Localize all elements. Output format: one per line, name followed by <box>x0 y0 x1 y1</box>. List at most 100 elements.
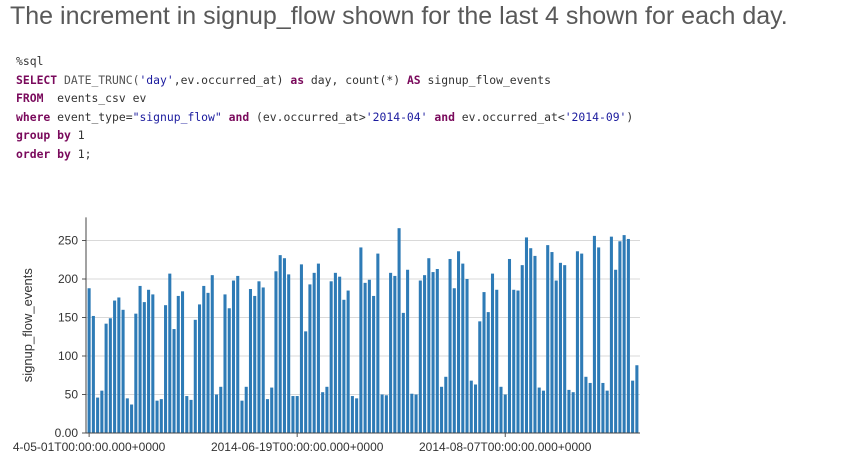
chart-bar <box>495 289 499 433</box>
chart-bar <box>338 276 342 433</box>
chart-bar <box>104 323 108 433</box>
chart-bar <box>333 272 337 433</box>
x-tick-label: 4-05-01T00:00:00.000+0000 <box>13 440 166 454</box>
y-tick-label: 50 <box>65 388 79 402</box>
chart-bar <box>223 294 227 433</box>
chart-bar <box>499 386 503 433</box>
chart-bar <box>626 238 630 433</box>
chart-bar <box>410 393 414 433</box>
sql-text: events_csv ev <box>43 91 147 106</box>
sql-keyword-where: where <box>16 109 51 124</box>
chart-bar <box>401 312 405 433</box>
chart-bar <box>461 263 465 433</box>
sql-text: signup_flow_events <box>420 72 551 87</box>
chart-bar <box>350 396 354 433</box>
sql-magic-line: %sql <box>16 54 44 68</box>
chart-bar <box>452 288 456 433</box>
chart-bar <box>435 268 439 433</box>
chart-bar <box>359 247 363 433</box>
sql-text: day, count(*) <box>304 72 407 87</box>
chart-bar <box>533 255 537 433</box>
chart-bar <box>346 290 350 433</box>
chart-bar <box>584 376 588 433</box>
chart-bar <box>440 386 444 433</box>
chart-bar <box>512 289 516 433</box>
sql-keyword-and: and <box>434 109 455 124</box>
sql-function-call: DATE_TRUNC( <box>64 72 140 87</box>
chart-bar <box>117 297 121 433</box>
chart-bar <box>342 299 346 433</box>
chart-bar <box>635 365 639 433</box>
chart-bar <box>490 273 495 433</box>
chart-bar <box>363 282 367 433</box>
chart-bar <box>147 289 151 433</box>
sql-text: ; <box>84 146 92 161</box>
sql-string: '2014-04' <box>365 109 428 124</box>
chart-bar <box>274 271 278 433</box>
chart-bar <box>172 329 176 433</box>
chart-bar <box>202 285 206 433</box>
chart-bar <box>316 263 320 433</box>
chart-bar <box>601 382 605 433</box>
chart-bar <box>575 251 579 433</box>
sql-keyword-and: and <box>228 109 250 124</box>
chart-bar <box>482 292 486 433</box>
chart-bar <box>507 258 512 433</box>
chart-bar <box>329 281 333 433</box>
chart-bar <box>304 331 308 433</box>
chart-bar <box>516 290 520 433</box>
sql-number: 1 <box>70 128 85 143</box>
chart-bar <box>231 280 236 433</box>
sql-string: '2014-09' <box>564 109 627 124</box>
chart-bar <box>631 380 635 433</box>
chart-bar <box>240 400 244 433</box>
chart-bar <box>155 400 159 433</box>
chart-bar <box>214 394 219 433</box>
chart-bar <box>308 284 312 433</box>
chart-bar <box>100 390 104 433</box>
chart-bar <box>168 273 172 433</box>
chart-bar <box>270 387 274 433</box>
chart-bar <box>465 279 469 433</box>
chart-bar <box>393 275 397 433</box>
sql-keyword-by: by <box>57 128 71 143</box>
y-tick-label: 0.00 <box>55 426 79 440</box>
chart-bar <box>384 395 388 433</box>
chart-bar <box>541 390 545 433</box>
chart-bar <box>282 258 286 433</box>
y-tick-label: 150 <box>58 311 78 325</box>
chart-bar <box>185 396 189 433</box>
chart-bar <box>486 312 490 433</box>
chart-bar <box>159 399 163 433</box>
chart-bar <box>312 272 316 433</box>
chart-bar <box>125 398 129 433</box>
chart-bar <box>236 275 240 433</box>
chart-bar <box>96 397 100 433</box>
chart-bar <box>299 264 303 433</box>
sql-string: 'day' <box>139 72 174 87</box>
sql-keyword-select: SELECT <box>16 72 58 87</box>
chart-bar <box>291 396 295 433</box>
chart-bar <box>618 241 622 433</box>
sql-number: 1 <box>70 146 85 161</box>
chart-bar <box>321 392 325 433</box>
chart-bar <box>227 308 231 433</box>
chart-bar <box>469 380 473 433</box>
chart-bar <box>376 253 380 433</box>
sql-keyword-order: order <box>16 146 51 161</box>
chart-bar <box>546 245 550 433</box>
chart-bar <box>355 398 359 433</box>
chart-bar <box>431 272 435 433</box>
chart-bar <box>151 294 155 433</box>
chart-bar <box>257 281 261 433</box>
sql-text: ev.occurred_at< <box>454 109 565 124</box>
chart-bar <box>588 382 592 433</box>
chart-bar <box>580 253 584 433</box>
chart-bar <box>295 396 299 433</box>
y-axis-title: signup_flow_events <box>20 268 35 383</box>
x-tick-label: 2014-08-07T00:00:00.000+0000 <box>419 440 592 454</box>
chart-bar <box>554 280 558 433</box>
sql-code-block[interactable]: %sql SELECT DATE_TRUNC('day',ev.occurred… <box>16 52 633 164</box>
chart-bar <box>278 255 282 433</box>
chart-bar <box>609 236 613 433</box>
